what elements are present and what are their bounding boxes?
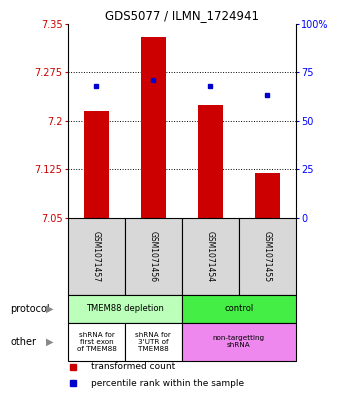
Bar <box>125 323 182 361</box>
Bar <box>182 294 296 323</box>
Bar <box>182 218 239 294</box>
Title: GDS5077 / ILMN_1724941: GDS5077 / ILMN_1724941 <box>105 9 259 22</box>
Bar <box>255 173 280 218</box>
Text: protocol: protocol <box>10 303 50 314</box>
Bar <box>141 37 166 218</box>
Text: transformed count: transformed count <box>91 362 175 371</box>
Text: ▶: ▶ <box>46 303 53 314</box>
Text: shRNA for
3'UTR of
TMEM88: shRNA for 3'UTR of TMEM88 <box>135 332 171 352</box>
Text: non-targetting
shRNA: non-targetting shRNA <box>213 335 265 348</box>
Bar <box>239 218 296 294</box>
Text: TMEM88 depletion: TMEM88 depletion <box>86 304 164 313</box>
Text: percentile rank within the sample: percentile rank within the sample <box>91 379 244 388</box>
Text: GSM1071455: GSM1071455 <box>263 231 272 282</box>
Text: shRNA for
first exon
of TMEM88: shRNA for first exon of TMEM88 <box>76 332 116 352</box>
Text: GSM1071454: GSM1071454 <box>206 231 215 282</box>
Text: ▶: ▶ <box>46 337 53 347</box>
Bar <box>84 111 109 218</box>
Bar <box>68 218 125 294</box>
Bar <box>68 294 182 323</box>
Text: other: other <box>10 337 36 347</box>
Bar <box>68 323 125 361</box>
Text: GSM1071456: GSM1071456 <box>149 231 158 282</box>
Bar <box>125 218 182 294</box>
Bar <box>182 323 296 361</box>
Bar <box>198 105 223 218</box>
Text: control: control <box>224 304 254 313</box>
Text: GSM1071457: GSM1071457 <box>92 231 101 282</box>
